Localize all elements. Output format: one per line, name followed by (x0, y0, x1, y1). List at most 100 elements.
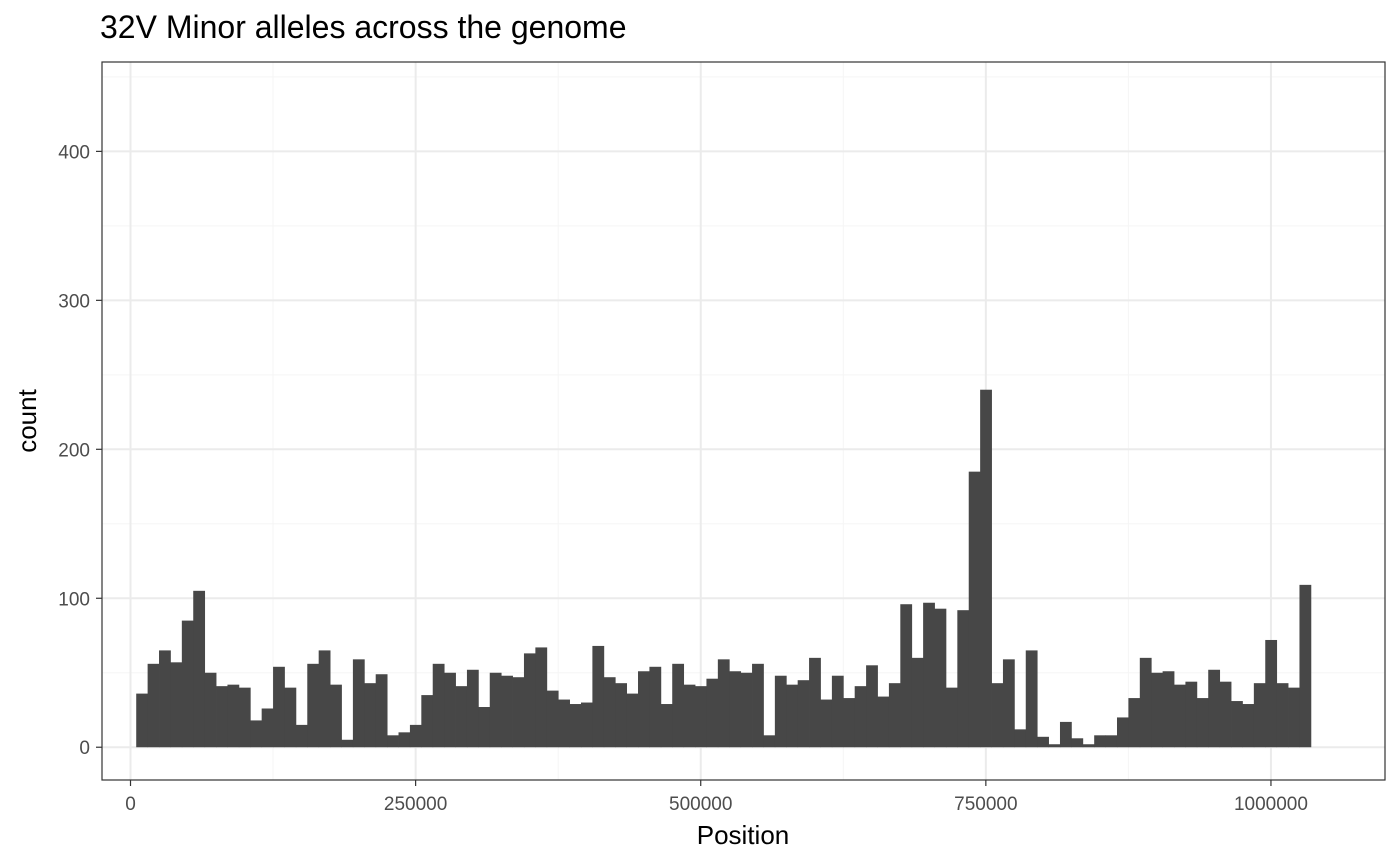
histogram-bar (854, 686, 867, 748)
histogram-bar (1082, 744, 1095, 748)
histogram-bar (991, 683, 1004, 748)
histogram-bar (695, 686, 707, 748)
histogram-bar (569, 704, 582, 748)
histogram-bar (375, 674, 388, 748)
histogram-bar (387, 735, 399, 748)
histogram-bar (341, 739, 354, 748)
histogram-bar (478, 707, 491, 748)
histogram-bar (1265, 639, 1278, 748)
histogram-bar (1128, 698, 1141, 748)
histogram-bar (1071, 738, 1084, 748)
histogram-bar (466, 669, 479, 748)
histogram-bar (866, 665, 878, 748)
histogram-bar (1276, 683, 1289, 748)
histogram-bar (1037, 736, 1049, 748)
histogram-bar (444, 672, 456, 748)
histogram-bar (227, 684, 240, 748)
histogram-bar (364, 683, 377, 748)
x-tick-label: 0 (125, 794, 136, 815)
histogram-bar (968, 471, 981, 748)
histogram-bar (204, 672, 217, 748)
histogram-bar (660, 704, 673, 748)
histogram-bar (809, 657, 821, 748)
histogram-bar (307, 663, 320, 748)
histogram-bar (1014, 729, 1027, 748)
histogram-bar (1139, 657, 1152, 748)
histogram-bar (923, 602, 935, 748)
histogram-bar (683, 684, 696, 748)
histogram-bar (284, 687, 297, 748)
histogram-bar (740, 672, 753, 748)
histogram-bar (911, 657, 924, 748)
histogram-bar (1185, 681, 1198, 748)
histogram-bar (843, 698, 856, 748)
histogram-bar (455, 686, 468, 748)
histogram-bar (672, 663, 685, 748)
histogram-bar (786, 684, 799, 748)
histogram-bar (980, 389, 992, 748)
histogram-bar (318, 650, 331, 748)
histogram-bar (352, 659, 365, 748)
histogram-bar (1025, 650, 1038, 748)
histogram-bar (729, 671, 742, 748)
histogram-bar (1253, 683, 1266, 748)
histogram-bar (409, 724, 422, 748)
histogram-bar (147, 663, 160, 748)
histogram-bar (1116, 717, 1129, 748)
histogram-bar (877, 696, 890, 748)
histogram-bar (649, 666, 662, 748)
x-axis-title: Position (697, 820, 790, 850)
histogram-bar (1231, 701, 1243, 748)
histogram-bar (626, 693, 639, 748)
histogram-bar (1048, 744, 1061, 748)
histogram-bar (638, 671, 650, 748)
histogram-bar (592, 645, 605, 748)
histogram-bar (1162, 671, 1175, 748)
x-tick-label: 1000000 (1234, 794, 1308, 815)
histogram-bar (421, 695, 434, 748)
histogram-bar (603, 677, 616, 748)
histogram-bar (512, 677, 525, 748)
histogram-bar (193, 590, 206, 748)
histogram-bar (1174, 684, 1186, 748)
histogram-bar (763, 735, 776, 748)
histogram-bar (295, 724, 308, 748)
y-tick-label: 0 (79, 738, 90, 759)
histogram-bar (398, 732, 411, 748)
histogram-bar (1288, 687, 1300, 748)
histogram-bar (1002, 659, 1015, 748)
histogram-bar (831, 675, 844, 748)
x-tick-label: 500000 (669, 794, 732, 815)
histogram-bar (489, 672, 502, 748)
histogram-bar (250, 720, 263, 748)
y-axis-title: count (12, 388, 42, 452)
histogram-bar (1299, 584, 1312, 748)
y-tick-label: 300 (58, 291, 90, 312)
histogram-bar (1196, 698, 1209, 748)
histogram-bar (273, 666, 285, 748)
x-axis: 0 250000 500000 750000 1000000 (125, 780, 1308, 815)
y-tick-label: 400 (58, 142, 90, 163)
histogram-bar (1105, 735, 1118, 748)
panel-border (101, 61, 1386, 781)
histogram-bar (900, 604, 913, 748)
histogram-bar (888, 683, 901, 748)
histogram-bar (1219, 681, 1232, 748)
histogram-bar (957, 610, 970, 748)
histogram-bar (546, 690, 559, 748)
histogram-bar (261, 708, 274, 748)
histogram-bar (432, 663, 445, 748)
chart-title: 32V Minor alleles across the genome (100, 9, 627, 45)
plot-panel (102, 62, 1385, 780)
histogram-bar (1242, 704, 1255, 748)
histogram-bar (216, 686, 228, 748)
histogram-bar (558, 699, 570, 748)
histogram-bar (752, 663, 764, 748)
histogram-bar (501, 675, 513, 748)
histogram-bar (615, 683, 628, 748)
y-tick-label: 200 (58, 440, 90, 461)
histogram-bar (1208, 669, 1221, 748)
histogram-bar (580, 702, 593, 748)
histogram-bar (1094, 735, 1106, 748)
